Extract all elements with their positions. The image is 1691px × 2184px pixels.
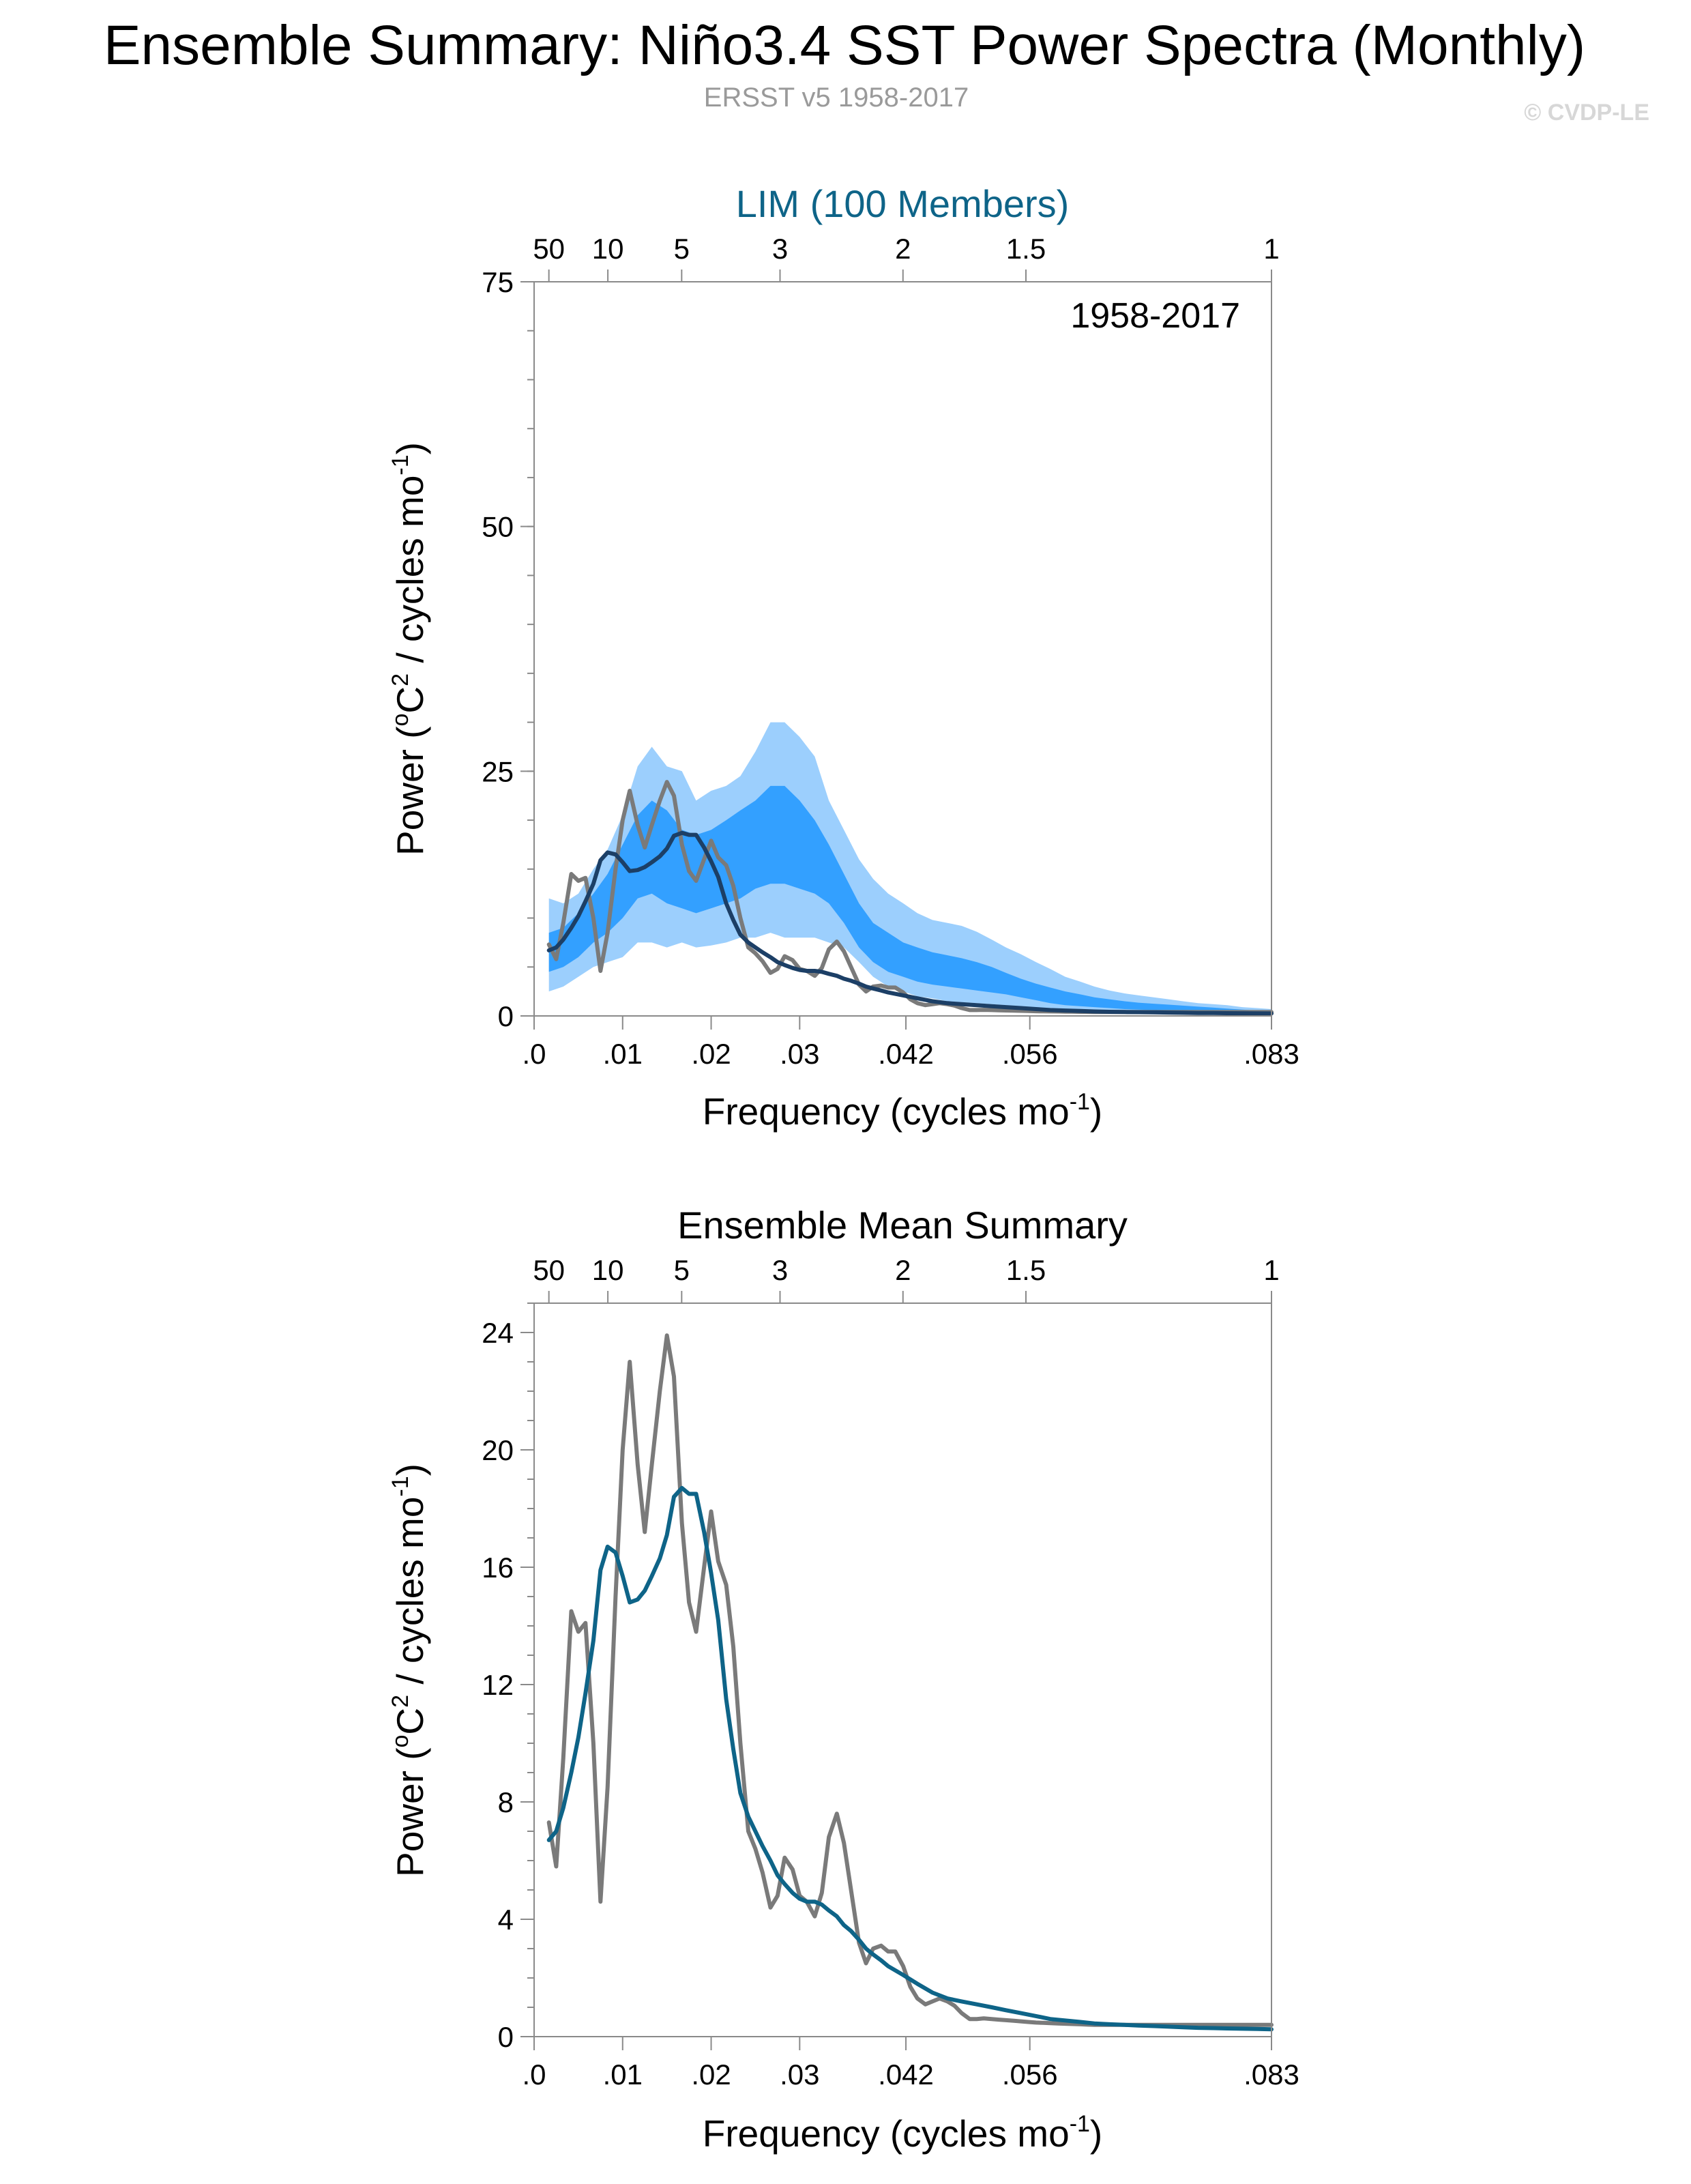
y-tick-label: 24 bbox=[482, 1317, 514, 1349]
x-tick-label: .02 bbox=[691, 1038, 731, 1070]
x-tick-label: .056 bbox=[1002, 1038, 1058, 1070]
panel-1-annotation: 1958-2017 bbox=[1070, 296, 1240, 336]
y-tick-label: 12 bbox=[482, 1669, 514, 1701]
top-period-label: 1.5 bbox=[1006, 233, 1046, 265]
x-tick-label: .01 bbox=[603, 2058, 643, 2091]
x-tick-label: .0 bbox=[522, 1038, 546, 1070]
panel-2-y-axis-label: Power (oC2 / cycles mo-1) bbox=[387, 1464, 431, 1877]
x-tick-label: .083 bbox=[1244, 2058, 1299, 2091]
y-tick-label: 75 bbox=[482, 266, 514, 298]
panel-1-title: LIM (100 Members) bbox=[736, 182, 1070, 225]
x-tick-label: .042 bbox=[878, 2058, 934, 2091]
panel-2-x-axis-label: Frequency (cycles mo-1) bbox=[703, 2111, 1103, 2155]
top-period-label: 3 bbox=[772, 233, 788, 265]
y-tick-label: 0 bbox=[498, 1000, 514, 1032]
lim-mean-series-line bbox=[546, 830, 1274, 1016]
top-period-label: 10 bbox=[592, 1254, 624, 1286]
top-period-label: 2 bbox=[895, 1254, 911, 1286]
top-period-label: 1 bbox=[1263, 1254, 1279, 1286]
x-tick-label: .042 bbox=[878, 1038, 934, 1070]
copyright-label: © CVDP-LE bbox=[1524, 100, 1649, 126]
x-tick-label: .01 bbox=[603, 1038, 643, 1070]
top-period-label: 10 bbox=[592, 233, 624, 265]
panel-1-mean-line-layer bbox=[546, 830, 1274, 1016]
top-period-label: 2 bbox=[895, 233, 911, 265]
panel-2-y-ticks: 0 4 8 12 16 20 24 bbox=[482, 1302, 534, 2053]
x-tick-label: .056 bbox=[1002, 2058, 1058, 2091]
panel-1-x-ticks: .0 .01 .02 .03 .042 .056 .083 bbox=[522, 1016, 1299, 1070]
panel-2-title: Ensemble Mean Summary bbox=[677, 1204, 1128, 1247]
x-tick-label: .0 bbox=[522, 2058, 546, 2091]
panel-lim: 0 25 50 75 .0 .01 .02 .03 .042 .056 .083 50 10 5 3 2 1… bbox=[387, 182, 1299, 1133]
panel-2-x-ticks: .0 .01 .02 .03 .042 .056 .083 bbox=[522, 2037, 1299, 2091]
panel-2-mean-line-layer bbox=[546, 1485, 1274, 2032]
top-period-label: 50 bbox=[533, 233, 565, 265]
panel-1-y-axis-label: Power (oC2 / cycles mo-1) bbox=[387, 442, 431, 856]
panel-1-band-outer bbox=[548, 722, 1272, 1015]
panel-1-y-ticks: 0 25 50 75 bbox=[482, 266, 534, 1032]
top-period-label: 50 bbox=[533, 1254, 565, 1286]
y-tick-label: 25 bbox=[482, 755, 514, 787]
top-period-label: 1.5 bbox=[1006, 1254, 1046, 1286]
y-tick-label: 8 bbox=[498, 1786, 514, 1818]
band-inner-range bbox=[548, 785, 1272, 1013]
y-tick-label: 16 bbox=[482, 1552, 514, 1584]
x-tick-label: .03 bbox=[780, 1038, 819, 1070]
top-period-label: 1 bbox=[1263, 233, 1279, 265]
y-tick-label: 4 bbox=[498, 1904, 514, 1936]
page-subtitle: ERSST v5 1958-2017 bbox=[704, 83, 969, 113]
y-tick-label: 50 bbox=[482, 511, 514, 543]
panel-2-top-ticks: 50 10 5 3 2 1.5 1 bbox=[533, 1254, 1280, 1303]
top-period-label: 3 bbox=[772, 1254, 788, 1286]
top-period-label: 5 bbox=[674, 1254, 690, 1286]
lim-mean-series-line bbox=[546, 1485, 1274, 2032]
top-period-label: 5 bbox=[674, 233, 690, 265]
x-tick-label: .083 bbox=[1244, 1038, 1299, 1070]
band-outer-range bbox=[548, 722, 1272, 1015]
panel-1-x-axis-label: Frequency (cycles mo-1) bbox=[703, 1089, 1103, 1133]
page-title: Ensemble Summary: Niño3.4 SST Power Spec… bbox=[104, 14, 1585, 76]
y-tick-label: 20 bbox=[482, 1434, 514, 1466]
x-tick-label: .02 bbox=[691, 2058, 731, 2091]
x-tick-label: .03 bbox=[780, 2058, 819, 2091]
panel-1-top-ticks: 50 10 5 3 2 1.5 1 bbox=[533, 233, 1280, 282]
panel-1-band-inner bbox=[548, 785, 1272, 1013]
y-tick-label: 0 bbox=[498, 2021, 514, 2053]
